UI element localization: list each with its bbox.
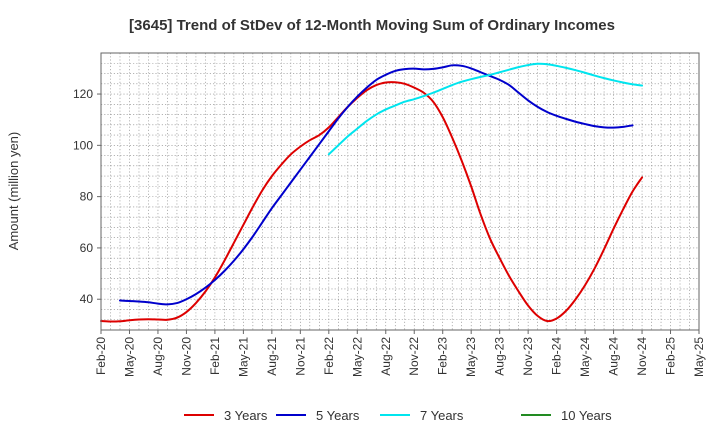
x-tick-label: Nov-20 [179,337,193,376]
y-tick-label: 40 [80,292,94,306]
y-tick-label: 60 [80,241,94,255]
x-tick-label: May-24 [578,337,592,377]
y-axis-ticks: 40 60 80 100 120 [73,87,101,306]
y-tick-label: 120 [73,87,93,101]
x-tick-label: May-25 [692,337,706,377]
x-tick-label: Aug-24 [607,337,621,376]
series-line-7-years [327,62,644,156]
x-tick-label: Aug-23 [493,337,507,376]
x-tick-label: Nov-21 [293,337,307,376]
y-tick-label: 100 [73,138,93,152]
x-tick-label: Feb-20 [94,337,108,375]
series-line-5-years [118,64,634,306]
legend-label-7-years: 7 Years [420,408,464,423]
x-tick-label: May-21 [236,337,250,377]
series-line-3-years [100,81,644,323]
y-tick-label: 80 [80,190,94,204]
series-lines [100,62,644,323]
x-tick-label: May-20 [122,337,136,377]
x-tick-label: Feb-22 [322,337,336,375]
grid [101,53,699,330]
x-axis-ticks: Feb-20 May-20 Aug-20 Nov-20 Feb-21 May-21 Aug-… [94,330,706,377]
legend-label-3-years: 3 Years [224,408,268,423]
y-axis-label: Amount (million yen) [6,132,21,251]
x-tick-label: Nov-23 [521,337,535,376]
x-tick-label: Nov-22 [407,337,421,376]
x-tick-label: Aug-21 [265,337,279,376]
plot-frame [100,52,700,331]
legend-label-5-years: 5 Years [316,408,360,423]
x-tick-label: Aug-20 [151,337,165,376]
x-tick-label: Feb-25 [664,337,678,375]
x-tick-label: Feb-23 [436,337,450,375]
x-tick-label: Feb-21 [208,337,222,375]
x-tick-label: Aug-22 [379,337,393,376]
legend: 3 Years 5 Years 7 Years 10 Years [184,408,612,423]
chart-title: [3645] Trend of StDev of 12-Month Moving… [129,17,615,34]
x-tick-label: Feb-24 [550,337,564,375]
x-tick-label: May-23 [464,337,478,377]
legend-label-10-years: 10 Years [561,408,612,423]
x-tick-label: Nov-24 [635,337,649,376]
x-tick-label: May-22 [350,337,364,377]
